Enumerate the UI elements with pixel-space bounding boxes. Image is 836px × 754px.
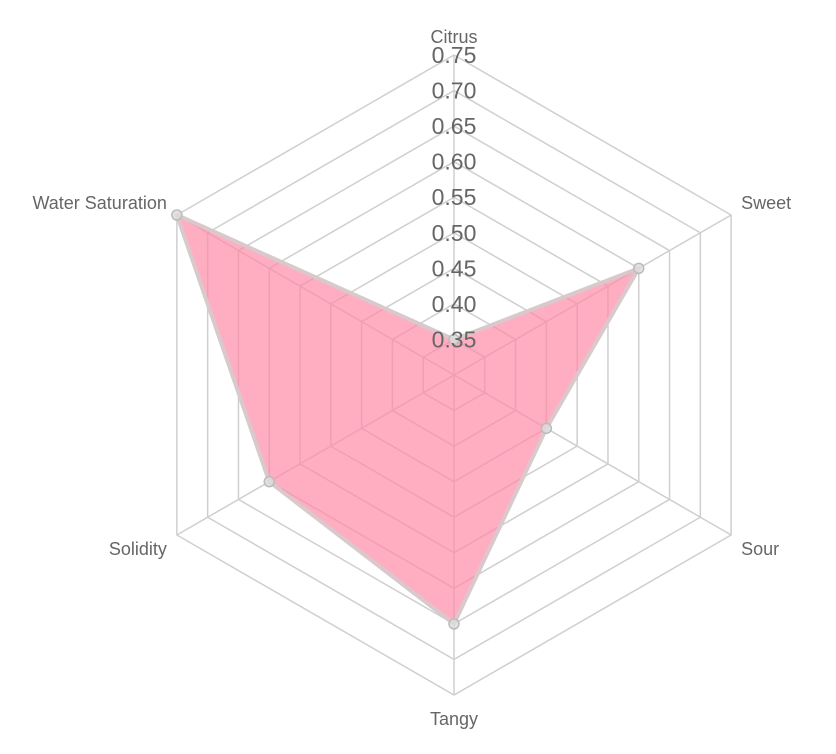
tick-label: 0.40 [432,291,477,317]
series-area [174,213,641,626]
data-point[interactable] [263,475,275,488]
radial-tick-labels: 0.35 0.40 0.45 0.50 0.55 0.60 0.65 0.70 0.75 [432,42,477,352]
data-point[interactable] [448,333,460,346]
axis-label-tangy: Tangy [430,709,478,729]
tick-label: 0.55 [432,184,477,210]
tick-label: 0.45 [432,255,477,281]
tick-label: 0.60 [432,149,477,175]
axis-label-citrus: Citrus [430,27,477,47]
data-point[interactable] [171,209,183,221]
axis-label-water-saturation: Water Saturation [32,193,166,213]
data-point[interactable] [633,262,645,275]
tick-label: 0.65 [432,113,477,139]
axis-label-sweet: Sweet [741,193,791,213]
tick-label: 0.75 [432,42,477,68]
tick-label: 0.70 [432,78,477,104]
tick-label: 0.50 [432,220,477,246]
tick-label: 0.35 [432,326,477,352]
axis-label-sour: Sour [741,539,779,559]
data-point[interactable] [448,618,460,630]
axis-labels: Citrus Sweet Sour Tangy Solidity Water Satura… [32,27,791,729]
data-point[interactable] [540,422,553,435]
radar-series [171,209,645,630]
axis-label-solidity: Solidity [109,539,167,559]
